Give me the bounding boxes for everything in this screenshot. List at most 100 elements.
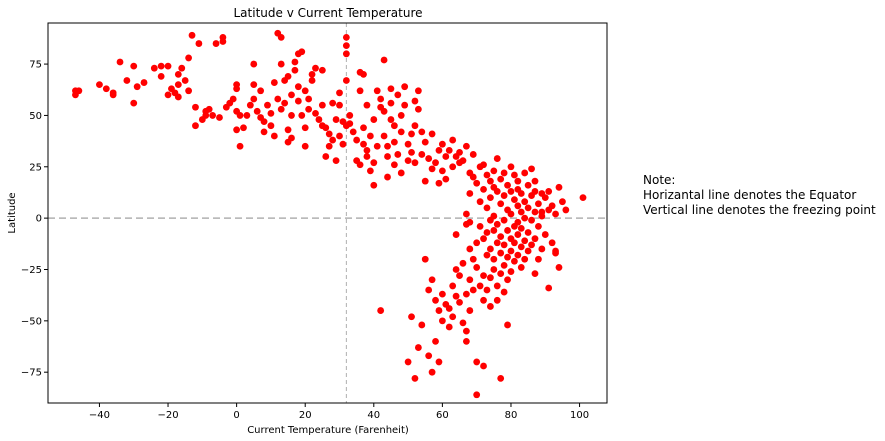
data-point [545,284,553,292]
data-point [507,210,515,218]
x-tick-label: 0 [233,410,239,421]
data-point [514,231,522,238]
data-point [336,101,343,109]
data-point [483,171,491,179]
data-point [524,247,532,255]
data-point [380,132,388,140]
data-point [466,190,474,197]
data-point [521,214,529,222]
data-point [205,105,213,113]
data-point [466,218,474,226]
data-point [500,192,508,199]
data-point [411,122,419,130]
data-point [308,70,316,78]
x-axis-label: Current Temperature (Farenheit) [247,425,409,436]
data-point [291,58,299,66]
data-point [305,105,313,113]
data-point [342,33,350,41]
data-point [476,222,484,230]
data-point [490,227,498,234]
data-point [188,31,196,39]
data-point [366,167,374,175]
data-point [548,202,556,210]
data-point [524,204,532,212]
data-point [366,132,374,140]
y-axis-label: Latitude [7,192,18,233]
data-point [288,91,295,99]
data-point [109,91,117,99]
data-point [480,362,487,370]
data-point [504,181,511,189]
data-point [390,138,398,146]
data-point [486,303,494,310]
data-point [517,264,525,271]
data-point [541,194,549,201]
data-point [428,130,436,138]
data-point [288,112,295,119]
data-point [435,179,443,187]
data-point [531,177,539,185]
data-point [432,337,439,345]
data-point [517,225,525,232]
data-point [500,216,508,224]
data-point [192,122,199,130]
data-point [486,245,494,253]
data-point [507,188,515,195]
y-tick-label: −75 [21,368,42,379]
data-point [480,272,487,280]
data-point [301,142,309,150]
data-point [164,62,172,70]
data-point [185,54,193,62]
data-point [452,231,460,238]
data-point [504,276,511,284]
data-point [476,198,484,206]
data-point [511,171,518,179]
data-point [346,120,354,128]
data-point [408,313,415,321]
data-point [500,261,508,269]
data-point [500,288,508,296]
data-point [387,99,395,107]
data-point [140,79,148,86]
data-point [497,249,505,257]
data-point [356,87,364,95]
data-point [435,146,443,154]
data-point [517,208,525,216]
data-point [363,146,371,154]
data-point [428,368,436,376]
data-point [246,101,254,109]
plot-frame [47,22,608,404]
data-point [277,33,285,41]
data-point [260,128,268,136]
data-point [192,103,199,111]
data-point [298,112,306,119]
data-point [438,317,446,325]
data-point [469,173,477,181]
data-point [497,175,505,183]
data-point [473,358,481,366]
data-point [240,124,247,132]
data-point [411,374,419,382]
data-point [174,70,182,78]
y-tick-label: −50 [21,316,42,327]
data-point [284,126,292,134]
data-point [229,95,237,103]
data-point [483,204,491,212]
data-point [360,124,367,132]
data-point [462,327,470,335]
data-point [473,391,481,399]
data-point [336,89,343,97]
data-point [294,83,302,91]
data-point [504,321,511,329]
data-point [370,159,378,167]
data-point [411,159,419,167]
data-point [473,239,481,247]
data-point [490,167,498,175]
data-point [150,64,158,72]
data-point [500,241,508,249]
data-point [497,374,505,382]
data-point [397,112,405,119]
data-point [559,198,566,206]
note-line-freezing: Vertical line denotes the freezing point [643,203,876,217]
data-point [264,101,271,109]
